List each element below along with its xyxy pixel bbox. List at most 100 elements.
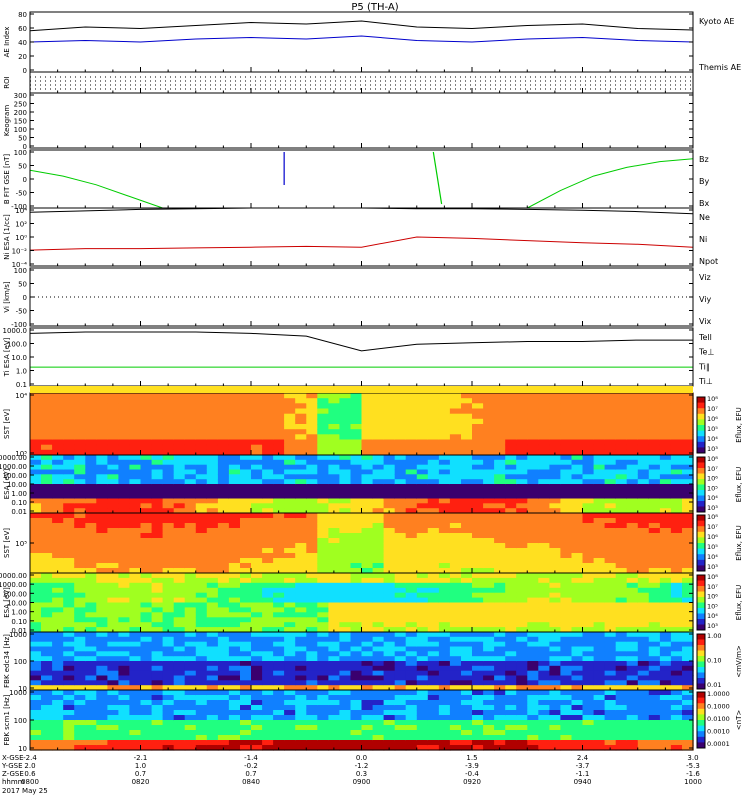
fbk_edc-cell [682, 651, 694, 657]
fbk_edc-cell [461, 632, 473, 638]
fbk_edc-cell [284, 632, 296, 638]
sst_el-cell [659, 543, 672, 549]
sst_ion-cell [140, 444, 153, 451]
esa_el-cell [682, 622, 694, 628]
sst_el-cell [648, 548, 661, 554]
sst_el-cell [217, 533, 230, 539]
sst_ion-cell [173, 408, 186, 415]
esa_ion-cell [405, 455, 418, 461]
fbk_edc-cell [30, 632, 42, 638]
sst_el-cell [251, 558, 263, 564]
fbk_scm-cell [593, 695, 606, 701]
fbk_edc-cell [52, 675, 64, 681]
sst_el-cell [427, 518, 440, 524]
esa_el-cell [372, 597, 385, 604]
fbk_scm-cell [593, 730, 606, 736]
fbk_scm-cell [151, 700, 164, 706]
sst_el-cell [449, 523, 462, 529]
sst_ion-cell [240, 413, 252, 420]
fbk_scm-cell [162, 710, 175, 716]
fbk_edc-cell [96, 646, 108, 652]
fbk_scm-cell [129, 710, 142, 716]
sst_ion-cell [41, 418, 53, 425]
esa_ion-cell [593, 479, 606, 485]
fbk_scm-cell [251, 710, 263, 716]
fbk_scm-cell [295, 720, 307, 726]
fbk_edc-cell [228, 632, 241, 638]
sst_ion-cell [648, 449, 661, 456]
sst_el-cell [339, 543, 352, 549]
sst_el-cell [394, 568, 407, 574]
fbk_edc-cell [151, 651, 164, 657]
sst_el-cell [516, 533, 528, 539]
fbk_edc-cell [593, 680, 606, 686]
fbk_scm-cell [350, 740, 363, 746]
sst_ion-cell [416, 408, 429, 415]
esa_el-cell [615, 587, 628, 594]
esa_ion-cell [427, 474, 440, 480]
fbk_edc-cell [30, 661, 42, 667]
sst_ion-cell [251, 418, 263, 425]
sst_ion-cell [449, 439, 462, 446]
fbk_scm-cell [571, 710, 584, 716]
esa_ion-cell [63, 455, 75, 461]
esa_ion-cell [295, 484, 307, 490]
fbk_scm-cell [472, 695, 484, 701]
esa_ion-cell [217, 503, 230, 509]
fbk_scm-cell [527, 690, 539, 696]
fbk_scm-cell [240, 730, 252, 736]
sst_el-cell [52, 533, 64, 539]
esa_ion-cell [140, 464, 153, 471]
esa_ion-cell [217, 498, 230, 504]
sst_ion-cell [427, 429, 440, 435]
esa_el-cell [538, 602, 550, 608]
esa_el-cell [240, 617, 252, 623]
fbk_edc-cell [394, 680, 407, 686]
esa_ion-ytick-label: 0.10 [11, 499, 27, 507]
sst_ion-cell [516, 408, 528, 415]
esa_ion-cell [361, 459, 374, 466]
esa_el-cell [394, 597, 407, 604]
esa_el-cell [228, 577, 241, 584]
esa_ion-cell [670, 498, 683, 504]
fbk_scm-cell [472, 715, 484, 721]
esa_ion-cell [118, 508, 131, 514]
esa_ion-cell [582, 508, 595, 514]
esa_ion-cell [516, 474, 528, 480]
esa_el-cell [41, 577, 53, 584]
fbk_scm-cell [173, 710, 186, 716]
sst_ion-cell [582, 444, 595, 451]
esa_el-cell [682, 573, 694, 579]
esa_ion-colorbar-swatch [697, 470, 705, 474]
sst_el-cell [228, 523, 241, 529]
fbk_scm-cell [328, 695, 341, 701]
esa_ion-cell [361, 484, 374, 490]
esa_ion-cell [328, 493, 341, 500]
fbk_edc-cell [582, 656, 595, 662]
esa_el-cell [317, 622, 329, 628]
fbk_edc-cell [85, 675, 97, 681]
fbk_edc-cell [394, 656, 407, 662]
esa_el-cell [173, 602, 186, 608]
fbk_scm-cell [306, 725, 318, 731]
sst_el-cell [350, 523, 363, 529]
fbk_edc-cell [549, 670, 562, 677]
fbk_edc-cell [383, 632, 396, 638]
sst_el-cell [416, 558, 429, 564]
esa_el-cell [560, 587, 573, 594]
esa_ion-cell [306, 455, 318, 461]
fbk_edc-cell [593, 656, 606, 662]
fbk_scm-cell [107, 700, 120, 706]
sst_ion-colorbar-swatch [697, 408, 705, 412]
esa_ion-cell [240, 498, 252, 504]
sst_ion-cell [449, 449, 462, 456]
fbk_scm-cell [284, 695, 296, 701]
bfit-legend-2: Bx [699, 199, 709, 208]
sst_ion-cell [560, 429, 573, 435]
esa_ion-cell [472, 503, 484, 509]
sst_el-cell [593, 523, 606, 529]
esa_ion-cell [527, 488, 539, 495]
fbk_edc-cell [228, 656, 241, 662]
fbk_scm-cell [262, 710, 274, 716]
esa_el-cell [527, 573, 539, 579]
